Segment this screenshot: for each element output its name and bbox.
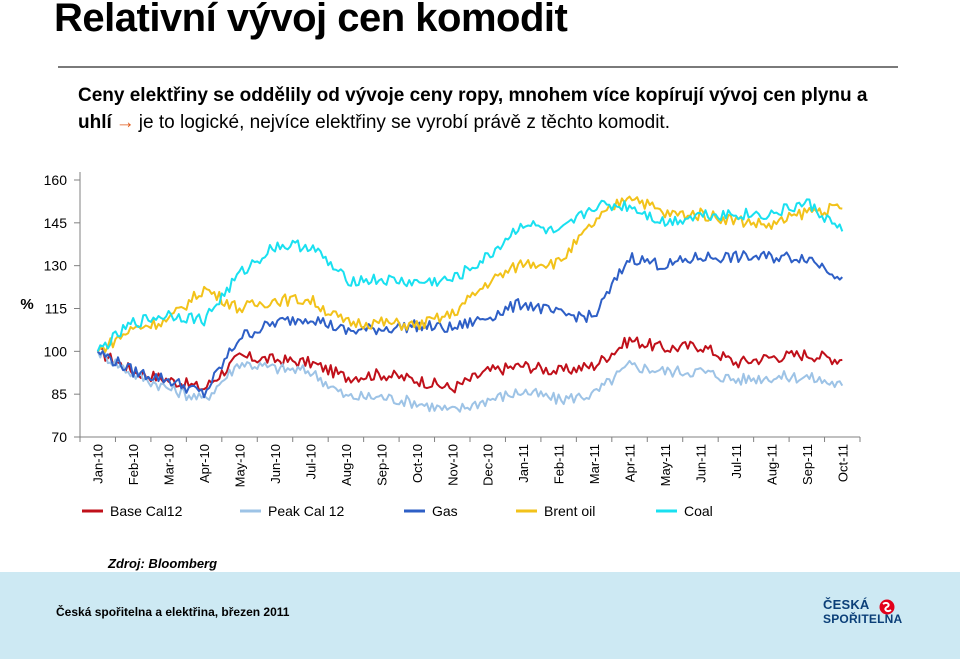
series-line-brent-oil — [96, 195, 843, 353]
x-tick-label: Mar-10 — [162, 444, 177, 485]
x-tick-label: Jul-11 — [729, 444, 744, 478]
arrow-icon: → — [115, 112, 135, 133]
x-tick-label: Apr-10 — [197, 444, 212, 483]
x-tick-label: Apr-11 — [623, 444, 638, 482]
footer-text: Česká spořitelna a elektřina, březen 201… — [56, 605, 290, 619]
x-tick-label: Sep-11 — [800, 444, 815, 485]
legend-label: Gas — [432, 503, 458, 519]
commodity-line-chart: 70 85 100 115 130 145 160 Jan-10 Feb-10 Mar-10 Apr… — [20, 172, 861, 519]
y-tick-label: 100 — [44, 343, 68, 359]
legend-label: Brent oil — [544, 503, 595, 519]
logo-line1: ČESKÁ — [823, 597, 870, 612]
x-tick-label: Oct-10 — [410, 444, 425, 483]
series-line-base-cal12 — [96, 336, 843, 394]
x-tick-label: Mar-11 — [587, 444, 602, 484]
series-line-coal — [96, 198, 844, 352]
legend-label: Base Cal12 — [110, 503, 183, 519]
chart-legend: Base Cal12 Peak Cal 12 Gas Brent oil Coal — [82, 503, 713, 519]
series-line-peak-cal-12 — [96, 349, 844, 413]
x-tick-label: Jan-11 — [516, 444, 531, 483]
y-tick-label: 115 — [45, 301, 68, 317]
x-tick-label: Feb-11 — [552, 444, 567, 484]
x-tick-label: Jun-10 — [268, 444, 283, 484]
ceska-sporitelna-logo: ČESKÁ SPOŘITELNA — [823, 597, 903, 627]
source-note: Zdroj: Bloomberg — [108, 556, 218, 571]
title-divider — [58, 66, 898, 68]
subtitle: Ceny elektřiny se oddělily od vývoje cen… — [78, 82, 938, 136]
y-tick-label: 130 — [44, 258, 68, 274]
x-tick-label: Dec-10 — [481, 444, 496, 486]
footer-bar: Česká spořitelna a elektřina, březen 201… — [0, 572, 960, 659]
y-tick-label: 85 — [51, 386, 67, 402]
x-tick-label: Sep-10 — [374, 444, 389, 486]
x-tick-label: May-10 — [233, 444, 248, 487]
x-tick-label: May-11 — [658, 444, 673, 486]
legend-label: Coal — [684, 503, 713, 519]
legend-label: Peak Cal 12 — [268, 503, 344, 519]
x-tick-label: Jul-10 — [303, 444, 318, 479]
x-tick-label: Feb-10 — [126, 444, 141, 485]
subtitle-bold-text: Ceny elektřiny se oddělily od vývoje cen… — [78, 85, 868, 133]
x-tick-label: Oct-11 — [835, 444, 850, 482]
x-tick-label: Jan-10 — [91, 444, 106, 484]
logo-swirl-icon — [879, 599, 895, 615]
y-tick-label: 160 — [44, 172, 68, 188]
y-axis-label: % — [20, 296, 33, 313]
subtitle-rest-text: je to logické, nejvíce elektřiny se vyro… — [138, 112, 670, 133]
x-tick-label: Jun-11 — [693, 444, 708, 483]
x-tick-label: Aug-10 — [339, 444, 354, 486]
chart-series-layer — [96, 195, 844, 413]
y-tick-label: 145 — [44, 215, 68, 231]
chart-axes: 70 85 100 115 130 145 160 Jan-10 Feb-10 Mar-10 Apr… — [44, 172, 861, 487]
series-line-gas — [96, 250, 843, 399]
logo-line2: SPOŘITELNA — [823, 612, 903, 626]
x-tick-label: Nov-10 — [445, 444, 460, 486]
x-tick-label: Aug-11 — [764, 444, 779, 485]
slide-title: Relativní vývoj cen komodit — [54, 0, 568, 40]
y-tick-label: 70 — [51, 429, 67, 445]
